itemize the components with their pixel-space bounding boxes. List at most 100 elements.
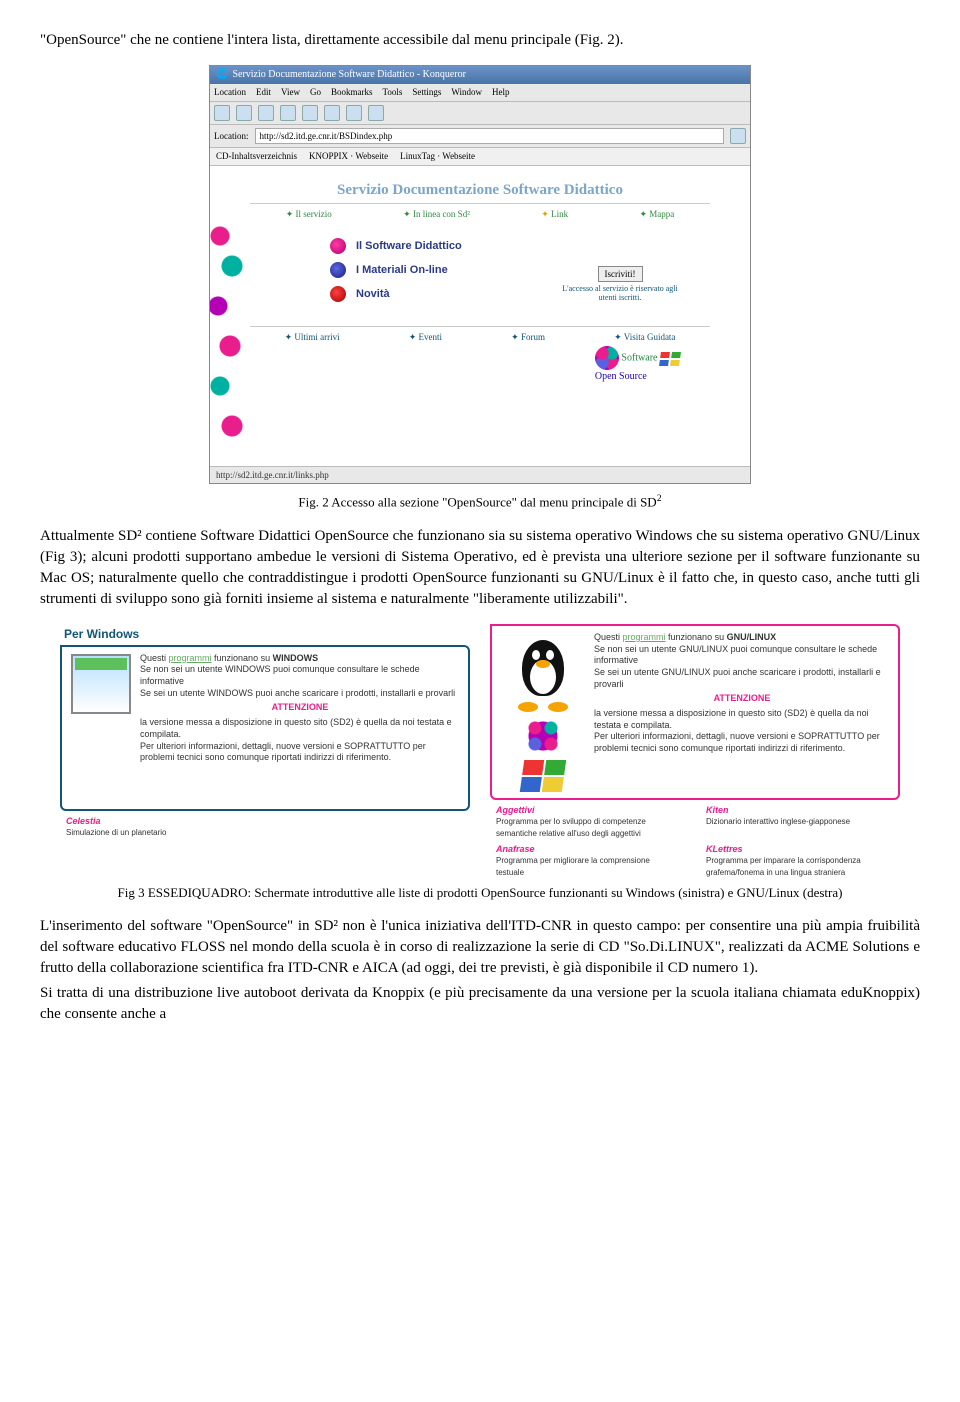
body-paragraph-2: Attualmente SD² contiene Software Didatt… — [40, 526, 920, 610]
subscribe-note: L'accesso al servizio è riservato agli u… — [560, 285, 680, 303]
page-title: Servizio Documentazione Software Didatti… — [250, 174, 710, 204]
page-content: Servizio Documentazione Software Didatti… — [210, 166, 750, 466]
windows-window-icon — [70, 653, 132, 715]
body-paragraph-4: Si tratta di una distribuzione live auto… — [40, 983, 920, 1025]
nav-inlinea[interactable]: ✦ In linea con Sd² — [403, 208, 470, 221]
programmi-link[interactable]: programmi — [623, 632, 666, 642]
sidebar-decoration — [210, 206, 246, 466]
menubar: Location Edit View Go Bookmarks Tools Se… — [210, 84, 750, 102]
bullet-icon — [330, 262, 346, 278]
bookmark-3[interactable]: LinuxTag · Webseite — [400, 150, 475, 163]
menu-bookmarks[interactable]: Bookmarks — [331, 86, 373, 99]
item-name: Aggettivi — [496, 804, 676, 817]
forward-icon[interactable] — [236, 105, 252, 121]
item-name: Celestia — [66, 815, 167, 828]
back-icon[interactable] — [214, 105, 230, 121]
windows-panel-text: Questi programmi funzionano su WINDOWS S… — [140, 653, 460, 803]
gear-icon[interactable] — [368, 105, 384, 121]
figure-3-caption: Fig 3 ESSEDIQUADRO: Schermate introdutti… — [40, 884, 920, 902]
bottom-nav-eventi[interactable]: ✦ Eventi — [409, 331, 442, 344]
bottom-nav-visita[interactable]: ✦ Visita Guidata — [614, 331, 675, 344]
bullet-icon — [330, 238, 346, 254]
text-line: Per ulteriori informazioni, dettagli, nu… — [594, 731, 890, 754]
subscribe-box: Iscriviti! L'accesso al servizio è riser… — [560, 266, 680, 303]
location-bar: Location: http://sd2.itd.ge.cnr.it/BSDin… — [210, 125, 750, 149]
intro-paragraph: "OpenSource" che ne contiene l'intera li… — [40, 30, 920, 51]
bottom-nav: ✦ Ultimi arrivi ✦ Eventi ✦ Forum ✦ Visit… — [250, 326, 710, 344]
menu-help[interactable]: Help — [492, 86, 510, 99]
link-software-didattico[interactable]: Il Software Didattico — [330, 238, 710, 254]
linux-icons — [500, 632, 586, 792]
location-label: Location: — [214, 130, 249, 143]
item-name: KLettres — [706, 843, 866, 856]
bottom-nav-forum[interactable]: ✦ Forum — [511, 331, 545, 344]
go-icon[interactable] — [730, 128, 746, 144]
attention-label: ATTENZIONE — [140, 702, 460, 714]
linux-items-row-1: Aggettivi Programma per lo sviluppo di c… — [490, 804, 900, 839]
text-line: Se non sei un utente GNU/LINUX puoi comu… — [594, 644, 890, 667]
windows-panel-title: Per Windows — [60, 624, 470, 645]
windows-flag-icon — [520, 760, 566, 792]
linux-panel: Questi programmi funzionano su GNU/LINUX… — [490, 624, 900, 878]
menu-settings[interactable]: Settings — [412, 86, 441, 99]
text-line: Se sei un utente WINDOWS puoi anche scar… — [140, 688, 460, 700]
window-titlebar: 🌐 Servizio Documentazione Software Didat… — [210, 66, 750, 84]
item-celestia[interactable]: Celestia Simulazione di un planetario — [66, 815, 167, 839]
url-input[interactable]: http://sd2.itd.ge.cnr.it/BSDindex.php — [255, 128, 725, 145]
link-label[interactable]: I Materiali On-line — [356, 263, 448, 278]
bullet-icon — [330, 286, 346, 302]
attention-label: ATTENZIONE — [594, 693, 890, 705]
text-line: Per ulteriori informazioni, dettagli, nu… — [140, 741, 460, 764]
windows-items: Celestia Simulazione di un planetario — [60, 815, 470, 839]
item-desc: Simulazione di un planetario — [66, 827, 167, 838]
item-klettres[interactable]: KLettres Programma per imparare la corri… — [706, 843, 866, 878]
body-paragraph-3: L'inserimento del software "OpenSource" … — [40, 916, 920, 979]
bookmark-1[interactable]: CD-Inhaltsverzeichnis — [216, 150, 297, 163]
nav-mappa[interactable]: ✦ Mappa — [640, 208, 675, 221]
bookmark-bar: CD-Inhaltsverzeichnis KNOPPIX · Webseite… — [210, 148, 750, 166]
print-icon[interactable] — [346, 105, 362, 121]
menu-location[interactable]: Location — [214, 86, 246, 99]
menu-go[interactable]: Go — [310, 86, 321, 99]
windows-panel-body: Questi programmi funzionano su WINDOWS S… — [60, 645, 470, 811]
text-line: la versione messa a disposizione in ques… — [594, 708, 890, 731]
item-kiten[interactable]: Kiten Dizionario interattivo inglese-gia… — [706, 804, 866, 839]
menu-edit[interactable]: Edit — [256, 86, 271, 99]
app-icon: 🌐 — [216, 68, 228, 82]
home-icon[interactable] — [280, 105, 296, 121]
figure-2-caption: Fig. 2 Accesso alla sezione "OpenSource"… — [40, 492, 920, 512]
windows-flag-icon — [659, 352, 681, 366]
menu-window[interactable]: Window — [451, 86, 482, 99]
reload-icon[interactable] — [302, 105, 318, 121]
bottom-nav-ultimi[interactable]: ✦ Ultimi arrivi — [285, 331, 340, 344]
item-anafrase[interactable]: Anafrase Programma per migliorare la com… — [496, 843, 676, 878]
up-icon[interactable] — [258, 105, 274, 121]
item-aggettivi[interactable]: Aggettivi Programma per lo sviluppo di c… — [496, 804, 676, 839]
linux-panel-text: Questi programmi funzionano su GNU/LINUX… — [594, 632, 890, 792]
subscribe-button[interactable]: Iscriviti! — [598, 266, 643, 283]
status-bar: http://sd2.itd.ge.cnr.it/links.php — [210, 466, 750, 484]
menu-tools[interactable]: Tools — [382, 86, 402, 99]
tux-icon — [508, 632, 578, 712]
figure-3: Per Windows Questi programmi funzionano … — [60, 624, 900, 878]
menu-view[interactable]: View — [281, 86, 300, 99]
nav-servizio[interactable]: ✦ Il servizio — [286, 208, 332, 221]
swirl-icon — [595, 346, 619, 370]
nav-link[interactable]: ✦ Link — [541, 208, 568, 221]
item-desc: Programma per imparare la corrispondenza… — [706, 855, 866, 877]
text-line: Se sei un utente GNU/LINUX puoi anche sc… — [594, 667, 890, 690]
item-desc: Programma per migliorare la comprensione… — [496, 855, 676, 877]
figure-2-screenshot: 🌐 Servizio Documentazione Software Didat… — [209, 65, 751, 484]
top-nav: ✦ Il servizio ✦ In linea con Sd² ✦ Link … — [250, 204, 710, 231]
item-desc: Dizionario interattivo inglese-giappones… — [706, 816, 866, 827]
swirl-icon — [523, 716, 563, 756]
link-label[interactable]: Il Software Didattico — [356, 239, 462, 254]
linux-panel-body: Questi programmi funzionano su GNU/LINUX… — [490, 624, 900, 800]
text-line: Se non sei un utente WINDOWS puoi comunq… — [140, 664, 460, 687]
linux-items-row-2: Anafrase Programma per migliorare la com… — [490, 843, 900, 878]
item-desc: Programma per lo sviluppo di competenze … — [496, 816, 676, 838]
programmi-link[interactable]: programmi — [169, 653, 212, 663]
bookmark-2[interactable]: KNOPPIX · Webseite — [309, 150, 388, 163]
stop-icon[interactable] — [324, 105, 340, 121]
link-label[interactable]: Novità — [356, 287, 390, 302]
